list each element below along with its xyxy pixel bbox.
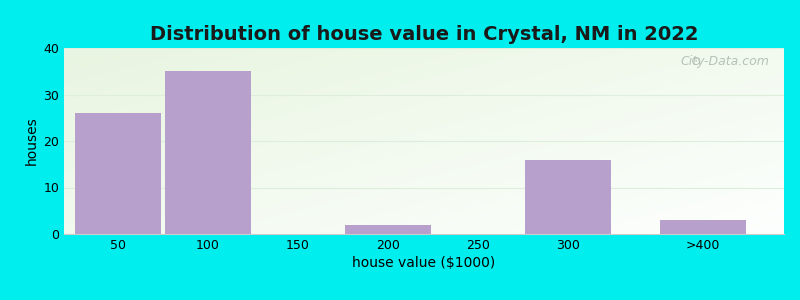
Bar (165, 71, 251, 234)
Bar (660, 220, 746, 234)
Bar (75, 113, 162, 234)
Y-axis label: houses: houses (25, 117, 39, 165)
Title: Distribution of house value in Crystal, NM in 2022: Distribution of house value in Crystal, … (150, 25, 698, 44)
Bar (525, 160, 611, 234)
Text: City-Data.com: City-Data.com (681, 56, 770, 68)
Text: ⊙: ⊙ (690, 56, 701, 68)
Bar (345, 225, 431, 234)
X-axis label: house value ($1000): house value ($1000) (352, 256, 496, 270)
